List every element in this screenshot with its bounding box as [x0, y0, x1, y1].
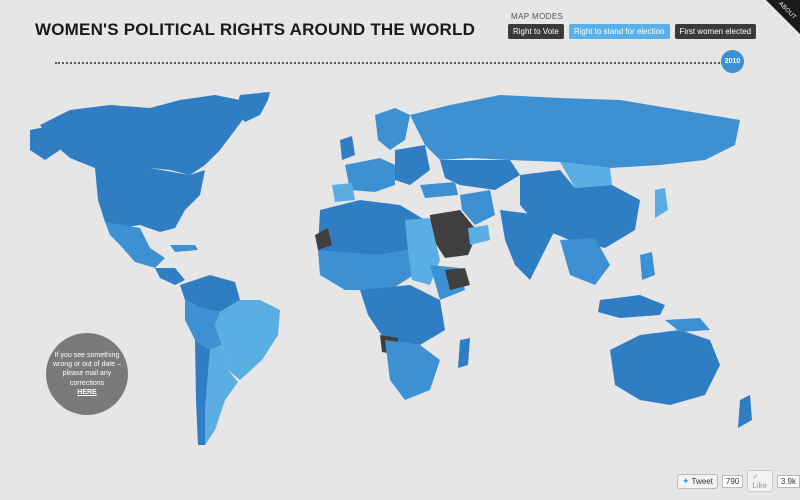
map-modes: Right to Vote Right to stand for electio… [508, 24, 757, 39]
country-japan[interactable] [655, 188, 668, 218]
country-colombia-venezuela[interactable] [180, 275, 240, 312]
corrections-notice: If you see something wrong or out of dat… [46, 333, 128, 415]
corrections-link[interactable]: HERE [77, 388, 97, 396]
country-scandinavia[interactable] [375, 108, 410, 150]
country-greenland[interactable] [235, 92, 270, 122]
mode-right-to-vote-button[interactable]: Right to Vote [508, 24, 564, 39]
mode-first-women-elected-button[interactable]: First women elected [674, 24, 757, 39]
country-western-sahara[interactable] [315, 228, 332, 250]
country-southern-africa[interactable] [385, 340, 440, 400]
country-cuba[interactable] [170, 245, 198, 252]
country-eastern-europe[interactable] [395, 145, 430, 185]
country-north-africa[interactable] [318, 200, 425, 262]
tweet-button[interactable]: ✦ Tweet [677, 473, 718, 489]
country-india[interactable] [500, 210, 555, 280]
country-new-guinea[interactable] [665, 318, 710, 332]
country-gulf[interactable] [468, 225, 490, 245]
like-label: Like [752, 481, 767, 490]
country-turkey[interactable] [420, 182, 458, 198]
world-map [30, 92, 752, 445]
country-mexico[interactable] [105, 222, 165, 268]
about-corner[interactable] [766, 0, 800, 34]
check-icon: ✓ [752, 472, 759, 481]
country-philippines[interactable] [640, 252, 655, 280]
tweet-count: 790 [721, 474, 744, 488]
country-indonesia[interactable] [598, 295, 665, 318]
country-mongolia[interactable] [560, 162, 612, 188]
country-iberia[interactable] [332, 183, 355, 202]
country-usa[interactable] [95, 168, 205, 232]
country-sahel[interactable] [318, 248, 425, 290]
country-australia[interactable] [610, 330, 720, 405]
map-modes-label: MAP MODES [511, 12, 564, 21]
country-argentina[interactable] [205, 345, 238, 445]
country-new-zealand[interactable] [738, 395, 752, 428]
country-somalia[interactable] [445, 268, 470, 290]
country-southeast-asia[interactable] [560, 238, 610, 285]
country-central-africa[interactable] [360, 285, 445, 345]
country-canada[interactable] [40, 92, 265, 175]
country-alaska[interactable] [30, 125, 60, 160]
country-peru-bolivia[interactable] [185, 300, 222, 350]
country-brazil[interactable] [215, 300, 280, 380]
like-count: 3.9k [776, 474, 800, 488]
tweet-label: Tweet [691, 476, 713, 486]
country-central-america[interactable] [155, 268, 185, 285]
twitter-bird-icon: ✦ [682, 475, 690, 486]
notice-text: If you see something wrong or out of dat… [52, 352, 122, 387]
page-title: WOMEN'S POLITICAL RIGHTS AROUND THE WORL… [35, 20, 476, 39]
country-western-europe[interactable] [345, 158, 395, 192]
country-saudi-arabia[interactable] [430, 210, 478, 258]
country-iran[interactable] [460, 190, 495, 225]
country-russia[interactable] [410, 95, 740, 168]
mode-right-to-stand-button[interactable]: Right to stand for election [568, 24, 670, 39]
social-bar: ✦ Tweet 790 ✓ Like 3.9k [677, 470, 800, 492]
like-button[interactable]: ✓ Like [747, 470, 773, 492]
country-uk[interactable] [340, 136, 355, 160]
country-madagascar[interactable] [458, 338, 470, 368]
country-kazakhstan[interactable] [440, 160, 520, 190]
year-handle[interactable]: 2010 [721, 50, 744, 73]
country-chile[interactable] [195, 340, 210, 445]
timeline-track[interactable] [55, 62, 723, 66]
